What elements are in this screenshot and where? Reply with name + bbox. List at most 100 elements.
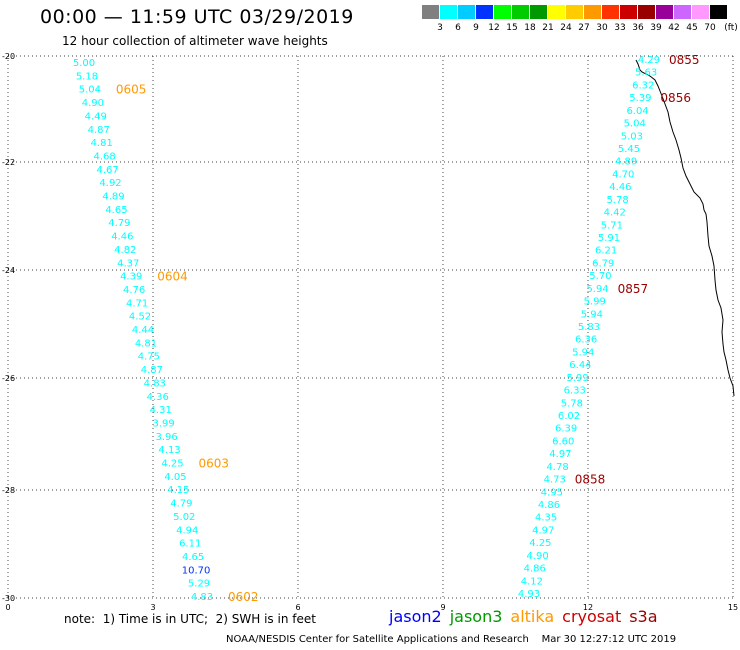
scale-swatch: [476, 5, 493, 19]
wave-height-value: 4.65: [182, 552, 204, 563]
wave-height-value: 4.46: [111, 232, 133, 243]
wave-height-value: 4.37: [117, 258, 139, 269]
wave-height-value: 4.87: [141, 365, 163, 376]
y-axis-label: -30: [2, 594, 15, 603]
scale-label: 18: [524, 23, 536, 33]
wave-height-value: 4.83: [191, 592, 213, 603]
wave-height-value: 4.89: [615, 157, 637, 168]
scale-swatch: [656, 5, 673, 19]
wave-height-value: 4.35: [535, 513, 557, 524]
wave-height-value: 5.04: [624, 119, 646, 130]
wave-height-value: 5.94: [572, 347, 594, 358]
wave-height-value: 5.99: [566, 373, 588, 384]
scale-label: 27: [578, 23, 590, 33]
legend-cryosat: cryosat: [562, 607, 622, 626]
satellite-legend: jason2 jason3 altika cryosat s3a: [389, 607, 666, 626]
y-axis-label: -28: [2, 486, 15, 495]
wave-height-value: 5.03: [621, 131, 643, 142]
wave-height-value: 4.49: [85, 111, 107, 122]
wave-height-value: 5.39: [629, 93, 651, 104]
wave-height-value: 4.44: [132, 325, 154, 336]
scale-label: 39: [650, 23, 662, 33]
wave-height-value: 4.79: [108, 218, 130, 229]
wave-height-value: 6.44: [569, 360, 591, 371]
scale-label: 24: [560, 23, 572, 33]
wave-height-value: 4.90: [82, 98, 104, 109]
wave-height-value: 4.52: [129, 312, 151, 323]
wave-height-value: 4.86: [538, 500, 560, 511]
wave-height-value: 4.89: [102, 192, 124, 203]
x-axis-label: 15: [728, 603, 738, 612]
legend-jason2: jason2: [389, 607, 442, 626]
wave-height-value: 6.32: [632, 80, 654, 91]
scale-swatch: [620, 5, 637, 19]
wave-height-value: 4.73: [544, 475, 566, 486]
wave-height-value: 5.94: [586, 284, 608, 295]
scale-swatch: [548, 5, 565, 19]
scale-label: 9: [473, 23, 479, 33]
pass-time-label: 0857: [618, 282, 649, 296]
wave-height-value: 4.12: [521, 576, 543, 587]
x-axis-label: 12: [583, 603, 593, 612]
wave-height-value: 4.05: [164, 472, 186, 483]
wave-height-value: 6.21: [595, 246, 617, 257]
pass-time-label: 0602: [228, 590, 259, 604]
legend-s3a: s3a: [629, 607, 658, 626]
y-axis-label: -22: [2, 158, 15, 167]
x-axis-label: 6: [295, 603, 300, 612]
wave-height-value: 4.46: [609, 182, 631, 193]
wave-height-value: 4.82: [114, 245, 136, 256]
scale-label: 30: [596, 23, 608, 33]
wave-height-value: 4.97: [532, 525, 554, 536]
credit-line: NOAA/NESDIS Center for Satellite Applica…: [226, 634, 677, 645]
scale-swatch: [638, 5, 655, 19]
wave-height-value: 3.99: [153, 418, 175, 429]
scale-label: 36: [632, 23, 644, 33]
wave-height-value: 4.79: [170, 499, 192, 510]
wave-height-value: 5.78: [606, 195, 628, 206]
wave-height-value: 5.04: [79, 85, 101, 96]
scale-label: 21: [542, 23, 554, 33]
scale-label: 6: [455, 23, 461, 33]
scale-label: 45: [686, 23, 698, 33]
wave-height-value: 5.63: [635, 68, 657, 79]
wave-height-value: 4.81: [91, 138, 113, 149]
wave-height-value: 5.94: [581, 309, 603, 320]
legend-altika: altika: [510, 607, 555, 626]
scale-swatch: [440, 5, 457, 19]
pass-time-label: 0856: [660, 91, 691, 105]
scale-unit: (ft): [724, 23, 738, 33]
wave-height-value: 4.75: [138, 352, 160, 363]
wave-height-value: 4.87: [88, 125, 110, 136]
wave-height-value: 6.11: [179, 539, 201, 550]
altimeter-tracks: 5.00 5.18 5.04 4.90 4.49 4.87 4.81 4.68 4.67 4.92…: [73, 53, 700, 604]
pass-time-label: 0604: [157, 270, 188, 284]
wave-height-value: 5.83: [578, 322, 600, 333]
page-title: 00:00 — 11:59 UTC 03/29/2019: [40, 6, 354, 28]
scale-swatch: [458, 5, 475, 19]
scale-swatch: [710, 5, 727, 19]
wave-height-value: 4.13: [158, 445, 180, 456]
page-subtitle: 12 hour collection of altimeter wave hei…: [62, 34, 328, 48]
wave-height-value: 3.96: [155, 432, 177, 443]
scale-swatch: [566, 5, 583, 19]
scale-label: 70: [704, 23, 716, 33]
x-axis-label: 3: [150, 603, 155, 612]
wave-height-value: 5.78: [561, 398, 583, 409]
wave-height-value: 5.71: [601, 220, 623, 231]
wave-height-value: 5.70: [589, 271, 611, 282]
wave-height-value: 4.42: [604, 208, 626, 219]
y-axis-label: -20: [2, 52, 15, 61]
wave-height-value: 4.90: [526, 551, 548, 562]
scale-swatch: [494, 5, 511, 19]
scale-swatch: [674, 5, 691, 19]
wave-height-value: 4.94: [176, 525, 198, 536]
scale-label: 3: [437, 23, 443, 33]
wave-height-value: 6.60: [552, 436, 574, 447]
wave-height-value: 5.99: [584, 297, 606, 308]
scale-label: 15: [506, 23, 518, 33]
wave-height-value: 4.25: [529, 538, 551, 549]
footer-note: note: 1) Time is in UTC; 2) SWH is in fe…: [64, 612, 316, 626]
scale-swatch: [530, 5, 547, 19]
wave-height-value: 4.86: [524, 564, 546, 575]
